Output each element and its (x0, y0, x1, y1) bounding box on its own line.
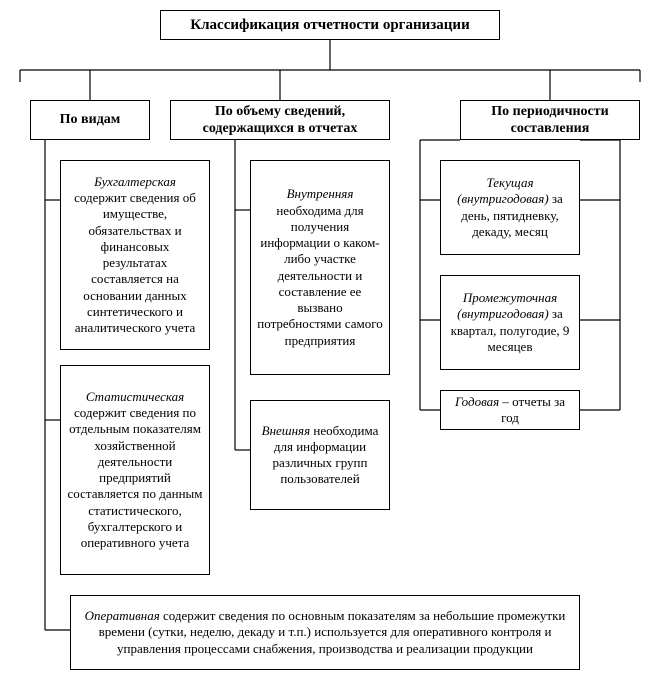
leaf-current: Текущая (внутригодовая) за день, пятидне… (440, 160, 580, 255)
leaf-text: Бухгалтерская содержит сведения об имуще… (67, 174, 203, 337)
branch-label: По видам (60, 111, 121, 129)
branch-by-periodicity: По периодичности составления (460, 100, 640, 140)
leaf-rest: содержит сведения об имуществе, обязател… (74, 190, 196, 335)
leaf-external: Внешняя необходима для информации различ… (250, 400, 390, 510)
leaf-lead: Годовая (455, 394, 499, 409)
root-node: Классификация отчетности организации (160, 10, 500, 40)
leaf-rest: – отчеты за год (499, 394, 565, 425)
leaf-accounting: Бухгалтерская содержит сведения об имуще… (60, 160, 210, 350)
leaf-annual: Годовая – отчеты за год (440, 390, 580, 430)
leaf-statistical: Статистическая содержит сведения по отде… (60, 365, 210, 575)
leaf-text: Внутренняя необходима для получения инфо… (257, 186, 383, 349)
leaf-lead: Текущая (внутригодовая) (457, 175, 548, 206)
branch-by-type: По видам (30, 100, 150, 140)
leaf-text: Годовая – отчеты за год (447, 394, 573, 427)
branch-label: По объему сведений, содержащихся в отчет… (177, 103, 383, 138)
branch-by-scope: По объему сведений, содержащихся в отчет… (170, 100, 390, 140)
leaf-rest: необходима для получения информации о ка… (257, 203, 382, 348)
leaf-text: Внешняя необходима для информации различ… (257, 423, 383, 488)
leaf-lead: Бухгалтерская (94, 174, 176, 189)
leaf-lead: Внутренняя (287, 186, 354, 201)
branch-label: По периодичности составления (467, 103, 633, 138)
leaf-lead: Внешняя (262, 423, 311, 438)
leaf-lead: Промежуточная (внутригодовая) (457, 290, 557, 321)
leaf-lead: Статистическая (86, 389, 184, 404)
leaf-text: Статистическая содержит сведения по отде… (67, 389, 203, 552)
leaf-text: Промежуточная (внутригодовая) за квартал… (447, 290, 573, 355)
leaf-text: Оперативная содержит сведения по основны… (77, 608, 573, 657)
leaf-lead: Оперативная (85, 608, 160, 623)
root-label: Классификация отчетности организации (190, 16, 469, 35)
leaf-rest: содержит сведения по основным показателя… (99, 608, 566, 656)
leaf-interim: Промежуточная (внутригодовая) за квартал… (440, 275, 580, 370)
leaf-operational: Оперативная содержит сведения по основны… (70, 595, 580, 670)
leaf-rest: содержит сведения по отдельным показател… (68, 405, 203, 550)
diagram-stage: Классификация отчетности организации По … (0, 0, 660, 683)
leaf-text: Текущая (внутригодовая) за день, пятидне… (447, 175, 573, 240)
leaf-internal: Внутренняя необходима для получения инфо… (250, 160, 390, 375)
